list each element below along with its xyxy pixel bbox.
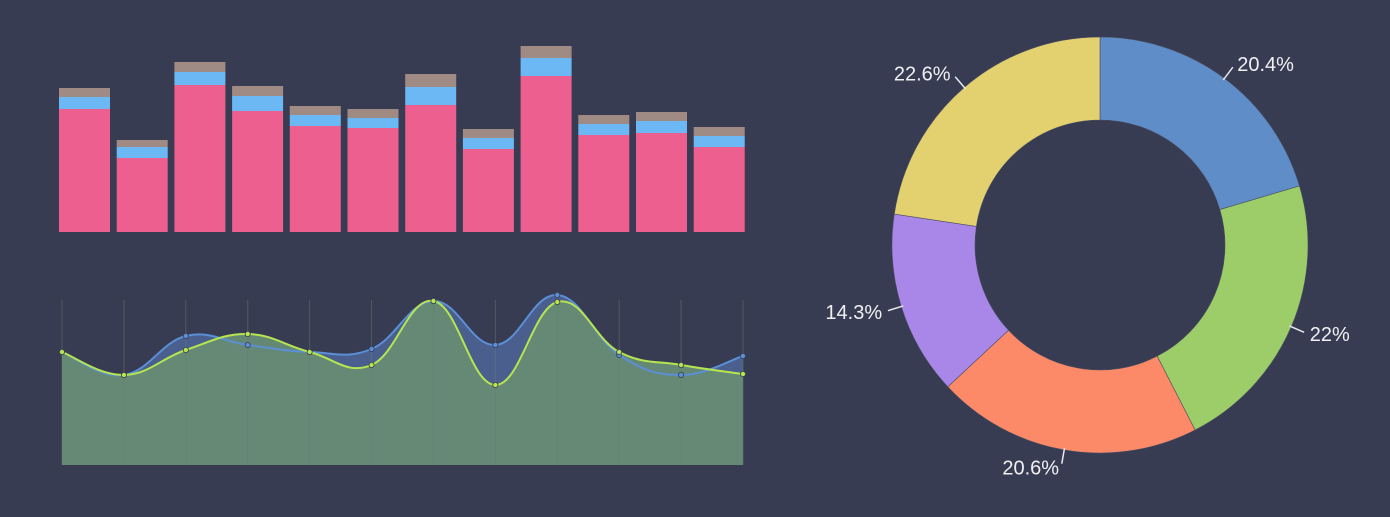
data-point: [554, 298, 561, 305]
bar-segment-2: [347, 118, 399, 128]
bar-segment-3: [405, 74, 457, 87]
bar-segment-3: [636, 112, 687, 121]
bar-segment-2: [232, 96, 284, 111]
bar-segment-1: [578, 135, 630, 232]
bar-segment-2: [636, 121, 687, 133]
bar-segment-1: [59, 109, 110, 232]
bar-segment-1: [232, 111, 284, 232]
bar-segment-1: [116, 158, 168, 232]
data-point: [244, 330, 251, 337]
data-point: [492, 341, 499, 348]
data-point: [678, 361, 685, 368]
donut-slice-3: [947, 329, 1196, 454]
donut-chart: 20.4% 22% 20.6% 14.3% 22.6%: [825, 36, 1350, 480]
data-point: [120, 371, 127, 378]
data-point: [244, 341, 251, 348]
stacked-bar-chart: [59, 46, 745, 232]
data-point: [368, 345, 375, 352]
bar-segment-1: [636, 133, 687, 232]
bar-segment-2: [174, 72, 226, 85]
slice-label: 22%: [1310, 324, 1350, 346]
data-point: [430, 297, 437, 304]
data-point: [492, 381, 499, 388]
slice-label: 20.6%: [1002, 458, 1059, 480]
donut-slice-1: [1099, 36, 1300, 210]
bar-segment-3: [347, 109, 399, 118]
bar-segment-2: [462, 138, 514, 149]
data-point: [59, 348, 66, 355]
bar-segment-3: [289, 106, 341, 115]
bar-segment-1: [289, 126, 341, 232]
bar-segment-1: [693, 147, 745, 232]
data-point: [182, 332, 189, 339]
slice-label: 20.4%: [1237, 54, 1294, 76]
area-chart: [59, 291, 747, 465]
data-point: [678, 371, 685, 378]
bar-segment-2: [59, 97, 110, 109]
data-point: [368, 361, 375, 368]
slice-label: 22.6%: [894, 64, 951, 86]
bar-segment-3: [59, 88, 110, 97]
label-leader-line: [954, 76, 967, 90]
bar-segment-3: [578, 115, 630, 124]
slice-label: 14.3%: [825, 302, 882, 324]
bar-segment-2: [116, 147, 168, 158]
bar-segment-2: [693, 136, 745, 147]
label-leader-line: [1061, 447, 1066, 464]
bar-segment-3: [174, 62, 226, 72]
bar-segment-1: [520, 76, 572, 232]
label-leader-line: [1222, 66, 1234, 81]
bar-segment-3: [693, 127, 745, 136]
label-leader-line: [887, 305, 904, 312]
data-point: [740, 370, 747, 377]
bar-segment-2: [520, 58, 572, 76]
bar-segment-1: [462, 149, 514, 232]
bar-segment-2: [289, 115, 341, 126]
donut-slice-2: [1156, 185, 1309, 431]
bar-segment-3: [520, 46, 572, 58]
bar-segment-1: [405, 105, 457, 232]
bar-segment-1: [174, 85, 226, 232]
bar-segment-2: [405, 87, 457, 105]
data-point: [616, 348, 623, 355]
bar-segment-3: [232, 86, 284, 96]
label-leader-line: [1289, 325, 1305, 333]
bar-segment-3: [116, 140, 168, 147]
data-point: [182, 346, 189, 353]
data-point: [306, 348, 313, 355]
bar-segment-2: [578, 124, 630, 135]
donut-slice-5: [893, 36, 1101, 227]
data-point: [740, 352, 747, 359]
bar-segment-3: [462, 129, 514, 138]
data-point: [554, 291, 561, 298]
bar-segment-1: [347, 128, 399, 232]
